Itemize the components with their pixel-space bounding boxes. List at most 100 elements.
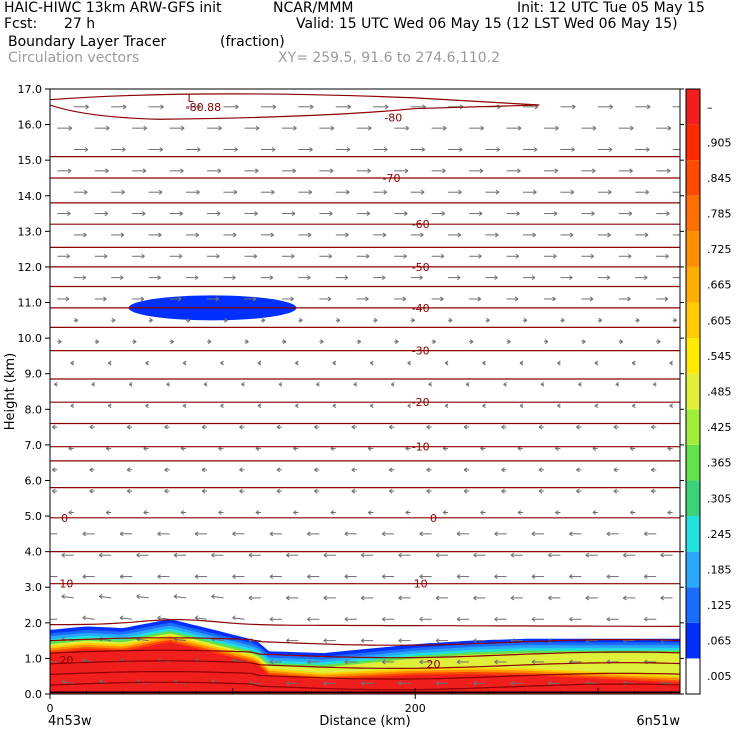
- y-tick-label: 8.0: [25, 403, 43, 416]
- vector-arrowhead: [180, 125, 185, 131]
- vector-arrowhead: [435, 552, 440, 558]
- vector-arrowhead: [157, 275, 161, 281]
- vector-arrowhead: [276, 424, 281, 430]
- vector-arrowhead: [606, 574, 611, 579]
- vector-arrowhead: [89, 424, 94, 430]
- vector-arrowhead: [365, 296, 369, 302]
- vector-arrowhead: [494, 275, 498, 281]
- vector-arrowhead: [239, 488, 243, 494]
- temperature-contour: [50, 649, 680, 659]
- vector-arrowhead: [232, 232, 237, 238]
- vector-arrowhead: [309, 104, 314, 110]
- vector-arrowhead: [360, 552, 365, 558]
- vector-arrowhead: [239, 467, 243, 473]
- vector-arrowhead: [555, 510, 559, 515]
- vector-arrowhead: [435, 680, 440, 686]
- vector-arrowhead: [591, 211, 595, 216]
- vector-arrowhead: [245, 339, 249, 345]
- vector-arrowhead: [643, 616, 648, 622]
- vector-arrowhead: [531, 659, 536, 665]
- colorbar-label: .065: [707, 635, 732, 648]
- vector-arrowhead: [381, 574, 386, 579]
- vector-arrowhead: [74, 317, 79, 323]
- vector-arrowhead: [660, 552, 664, 558]
- vector-arrowhead: [507, 339, 511, 345]
- vector-arrowhead: [194, 615, 199, 621]
- vector-arrowhead: [381, 531, 386, 537]
- vector-arrowhead: [157, 574, 161, 579]
- colorbar-swatch: [686, 266, 700, 303]
- vector-arrowhead: [282, 339, 287, 345]
- vector-arrowhead: [494, 659, 498, 665]
- vector-arrowhead: [576, 467, 580, 473]
- vector-arrowhead: [82, 275, 87, 281]
- vector-arrowhead: [473, 552, 477, 558]
- vector-arrowhead: [330, 125, 335, 131]
- vector-arrowhead: [366, 211, 371, 216]
- vector-arrowhead: [656, 339, 661, 345]
- vector-arrowhead: [369, 360, 374, 366]
- vector-arrowhead: [126, 488, 131, 494]
- y-tick-label: 11.0: [18, 297, 43, 310]
- vector-arrowhead: [216, 253, 220, 259]
- vector-arrowhead: [323, 680, 328, 686]
- vector-arrowhead: [494, 531, 498, 537]
- vector-arrowhead: [307, 616, 311, 622]
- vector-arrowhead: [195, 232, 200, 238]
- vector-arrowhead: [196, 147, 201, 152]
- vector-arrowhead: [248, 552, 253, 558]
- colorbar-label: .785: [707, 208, 732, 221]
- vector-arrowhead: [248, 595, 253, 601]
- colorbar-swatch: [686, 195, 700, 232]
- vector-arrowhead: [510, 680, 515, 686]
- vector-arrowhead: [615, 381, 620, 387]
- vector-arrowhead: [308, 189, 313, 195]
- vector-arrowhead: [589, 296, 594, 302]
- vector-arrowhead: [517, 510, 522, 515]
- colorbar-swatch: [686, 480, 700, 517]
- temperature-contour-minimum: [50, 93, 540, 120]
- vector-arrowhead: [682, 233, 685, 237]
- vector-arrowhead: [569, 275, 573, 281]
- vector-arrowhead: [197, 104, 202, 110]
- vector-arrowhead: [351, 467, 356, 473]
- vector-arrowhead: [510, 595, 515, 601]
- vector-arrowhead: [627, 296, 631, 302]
- vector-arrowhead: [70, 403, 75, 409]
- vector-arrowhead: [106, 125, 110, 131]
- colorbar-label: .545: [707, 350, 732, 363]
- vector-arrowhead: [234, 147, 238, 152]
- y-tick-label: 10.0: [18, 332, 43, 345]
- vector-arrowhead: [419, 275, 423, 281]
- vector-arrowhead: [211, 593, 215, 599]
- circulation-vector: [61, 681, 74, 684]
- colorbar-label: .725: [707, 243, 732, 256]
- vector-arrowhead: [126, 467, 131, 473]
- vector-arrowhead: [136, 593, 140, 599]
- colorbar-swatch: [686, 124, 700, 161]
- vector-arrowhead: [120, 232, 125, 238]
- vector-arrowhead: [89, 467, 94, 473]
- vector-arrowhead: [622, 595, 627, 601]
- y-tick-label: 12.0: [18, 261, 43, 274]
- vector-arrowhead: [388, 488, 393, 494]
- vector-arrowhead: [182, 403, 187, 409]
- vector-arrowhead: [344, 531, 349, 537]
- x-tick-label: 200: [405, 702, 426, 715]
- vector-arrowhead: [569, 616, 573, 622]
- vector-arrowhead: [255, 168, 259, 174]
- vector-arrowhead: [233, 189, 238, 195]
- vector-arrowhead: [145, 360, 149, 366]
- vector-arrowhead: [360, 680, 365, 686]
- vector-arrowhead: [269, 616, 274, 622]
- vector-arrowhead: [570, 189, 575, 195]
- vector-arrowhead: [477, 296, 482, 302]
- vector-arrowhead: [394, 339, 399, 345]
- vector-arrowhead: [667, 510, 671, 515]
- vector-arrowhead: [160, 104, 164, 110]
- vector-arrowhead: [232, 531, 236, 537]
- vector-arrowhead: [420, 232, 424, 238]
- vector-arrowhead: [664, 296, 669, 302]
- vector-arrowhead: [538, 424, 543, 430]
